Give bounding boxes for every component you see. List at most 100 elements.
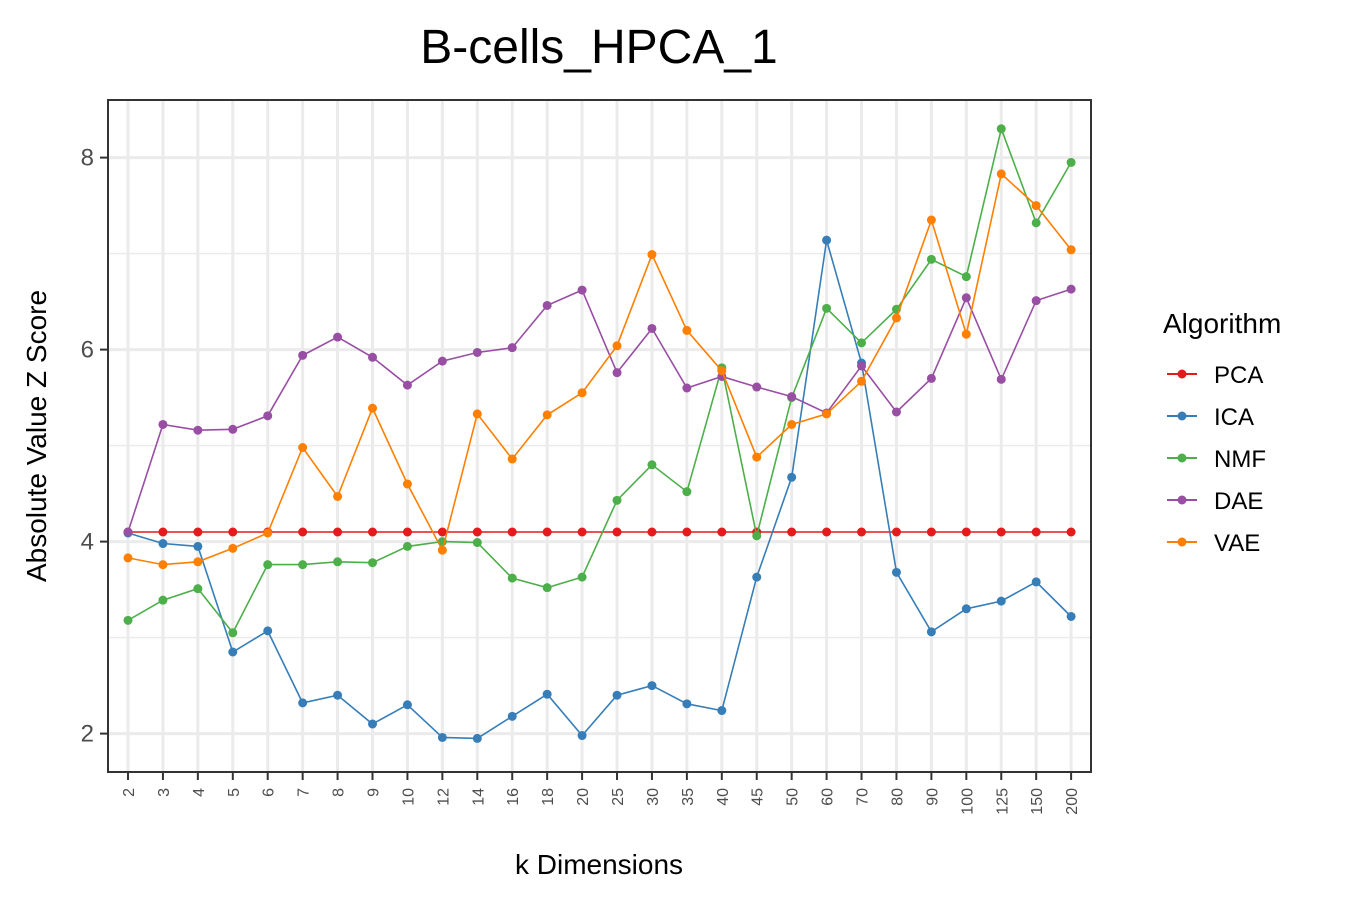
legend-label: NMF [1214, 446, 1266, 473]
data-point-vae [402, 479, 412, 489]
x-tick-label: 125 [994, 788, 1011, 815]
data-point-vae [996, 169, 1006, 179]
series-ica [123, 235, 1076, 743]
series-layer [123, 124, 1076, 743]
legend-key-point [1177, 411, 1187, 421]
data-point-vae [158, 560, 168, 570]
data-point-ica [333, 690, 343, 700]
data-point-vae [263, 528, 273, 538]
legend-label: DAE [1214, 488, 1263, 515]
data-point-dae [1066, 284, 1076, 294]
data-point-dae [996, 374, 1006, 384]
x-tick-label: 10 [400, 788, 417, 806]
data-point-vae [333, 491, 343, 501]
data-point-ica [263, 626, 273, 636]
data-point-pca [857, 527, 867, 537]
data-point-nmf [402, 541, 412, 551]
data-point-nmf [158, 595, 168, 605]
legend-label: PCA [1214, 362, 1263, 389]
data-point-pca [682, 527, 692, 537]
legend: Algorithm PCA ICA NMF DAE VAE [1163, 308, 1281, 557]
series-vae [123, 169, 1076, 570]
series-pca [123, 527, 1076, 537]
data-point-vae [647, 250, 657, 260]
data-point-vae [961, 329, 971, 339]
data-point-nmf [996, 124, 1006, 134]
data-point-vae [717, 366, 727, 376]
data-point-ica [193, 541, 203, 551]
series-line-dae [127, 288, 1072, 533]
data-point-pca [1031, 527, 1041, 537]
legend-item-dae: DAE [1167, 488, 1263, 515]
data-point-pca [472, 527, 482, 537]
data-point-pca [612, 527, 622, 537]
x-tick-label: 150 [1029, 788, 1046, 815]
data-point-vae [193, 557, 203, 567]
data-point-pca [822, 527, 832, 537]
data-point-pca [996, 527, 1006, 537]
x-tick-label: 80 [889, 788, 906, 806]
data-point-nmf [857, 338, 867, 348]
data-point-nmf [298, 560, 308, 570]
data-point-pca [228, 527, 238, 537]
legend-label: ICA [1214, 404, 1254, 431]
x-tick-label: 50 [785, 788, 802, 806]
data-point-nmf [507, 573, 517, 583]
x-tick-label: 7 [296, 788, 313, 797]
data-point-pca [926, 527, 936, 537]
data-point-ica [682, 699, 692, 709]
data-point-ica [891, 567, 901, 577]
legend-item-nmf: NMF [1167, 446, 1266, 473]
data-point-dae [298, 350, 308, 360]
data-point-dae [647, 323, 657, 333]
data-point-dae [857, 361, 867, 371]
data-point-ica [1066, 611, 1076, 621]
data-point-dae [507, 343, 517, 353]
data-point-vae [926, 215, 936, 225]
data-point-nmf [333, 557, 343, 567]
x-tick-label: 8 [331, 788, 348, 797]
data-point-pca [507, 527, 517, 537]
legend-key-point [1177, 453, 1187, 463]
data-point-ica [577, 731, 587, 741]
plot-border [107, 99, 1092, 773]
data-point-dae [333, 332, 343, 342]
data-point-vae [368, 403, 378, 413]
data-point-ica [158, 539, 168, 549]
data-point-vae [123, 553, 133, 563]
data-point-ica [402, 700, 412, 710]
x-tick-label: 90 [924, 788, 941, 806]
data-point-nmf [123, 615, 133, 625]
data-point-nmf [228, 628, 238, 638]
data-point-dae [612, 368, 622, 378]
data-point-nmf [1066, 157, 1076, 167]
data-point-ica [228, 647, 238, 657]
data-point-dae [368, 352, 378, 362]
data-point-nmf [822, 303, 832, 313]
legend-item-vae: VAE [1167, 530, 1260, 557]
x-tick-label: 200 [1064, 788, 1081, 815]
data-point-dae [1031, 296, 1041, 306]
data-point-pca [647, 527, 657, 537]
data-point-pca [158, 527, 168, 537]
x-tick-label: 6 [261, 788, 278, 797]
data-point-dae [961, 293, 971, 303]
data-point-dae [682, 383, 692, 393]
data-point-dae [228, 424, 238, 434]
data-point-pca [402, 527, 412, 537]
data-point-ica [437, 732, 447, 742]
x-tick-label: 5 [226, 788, 243, 797]
data-point-pca [437, 527, 447, 537]
legend-key-point [1177, 495, 1187, 505]
y-tick-label: 2 [81, 721, 94, 748]
data-point-vae [472, 409, 482, 419]
grid [108, 100, 1091, 772]
data-point-ica [368, 719, 378, 729]
data-point-nmf [647, 460, 657, 470]
data-point-ica [822, 235, 832, 245]
plot-panel [108, 100, 1091, 772]
x-tick-label: 20 [575, 788, 592, 806]
data-point-nmf [926, 254, 936, 264]
data-point-nmf [682, 487, 692, 497]
